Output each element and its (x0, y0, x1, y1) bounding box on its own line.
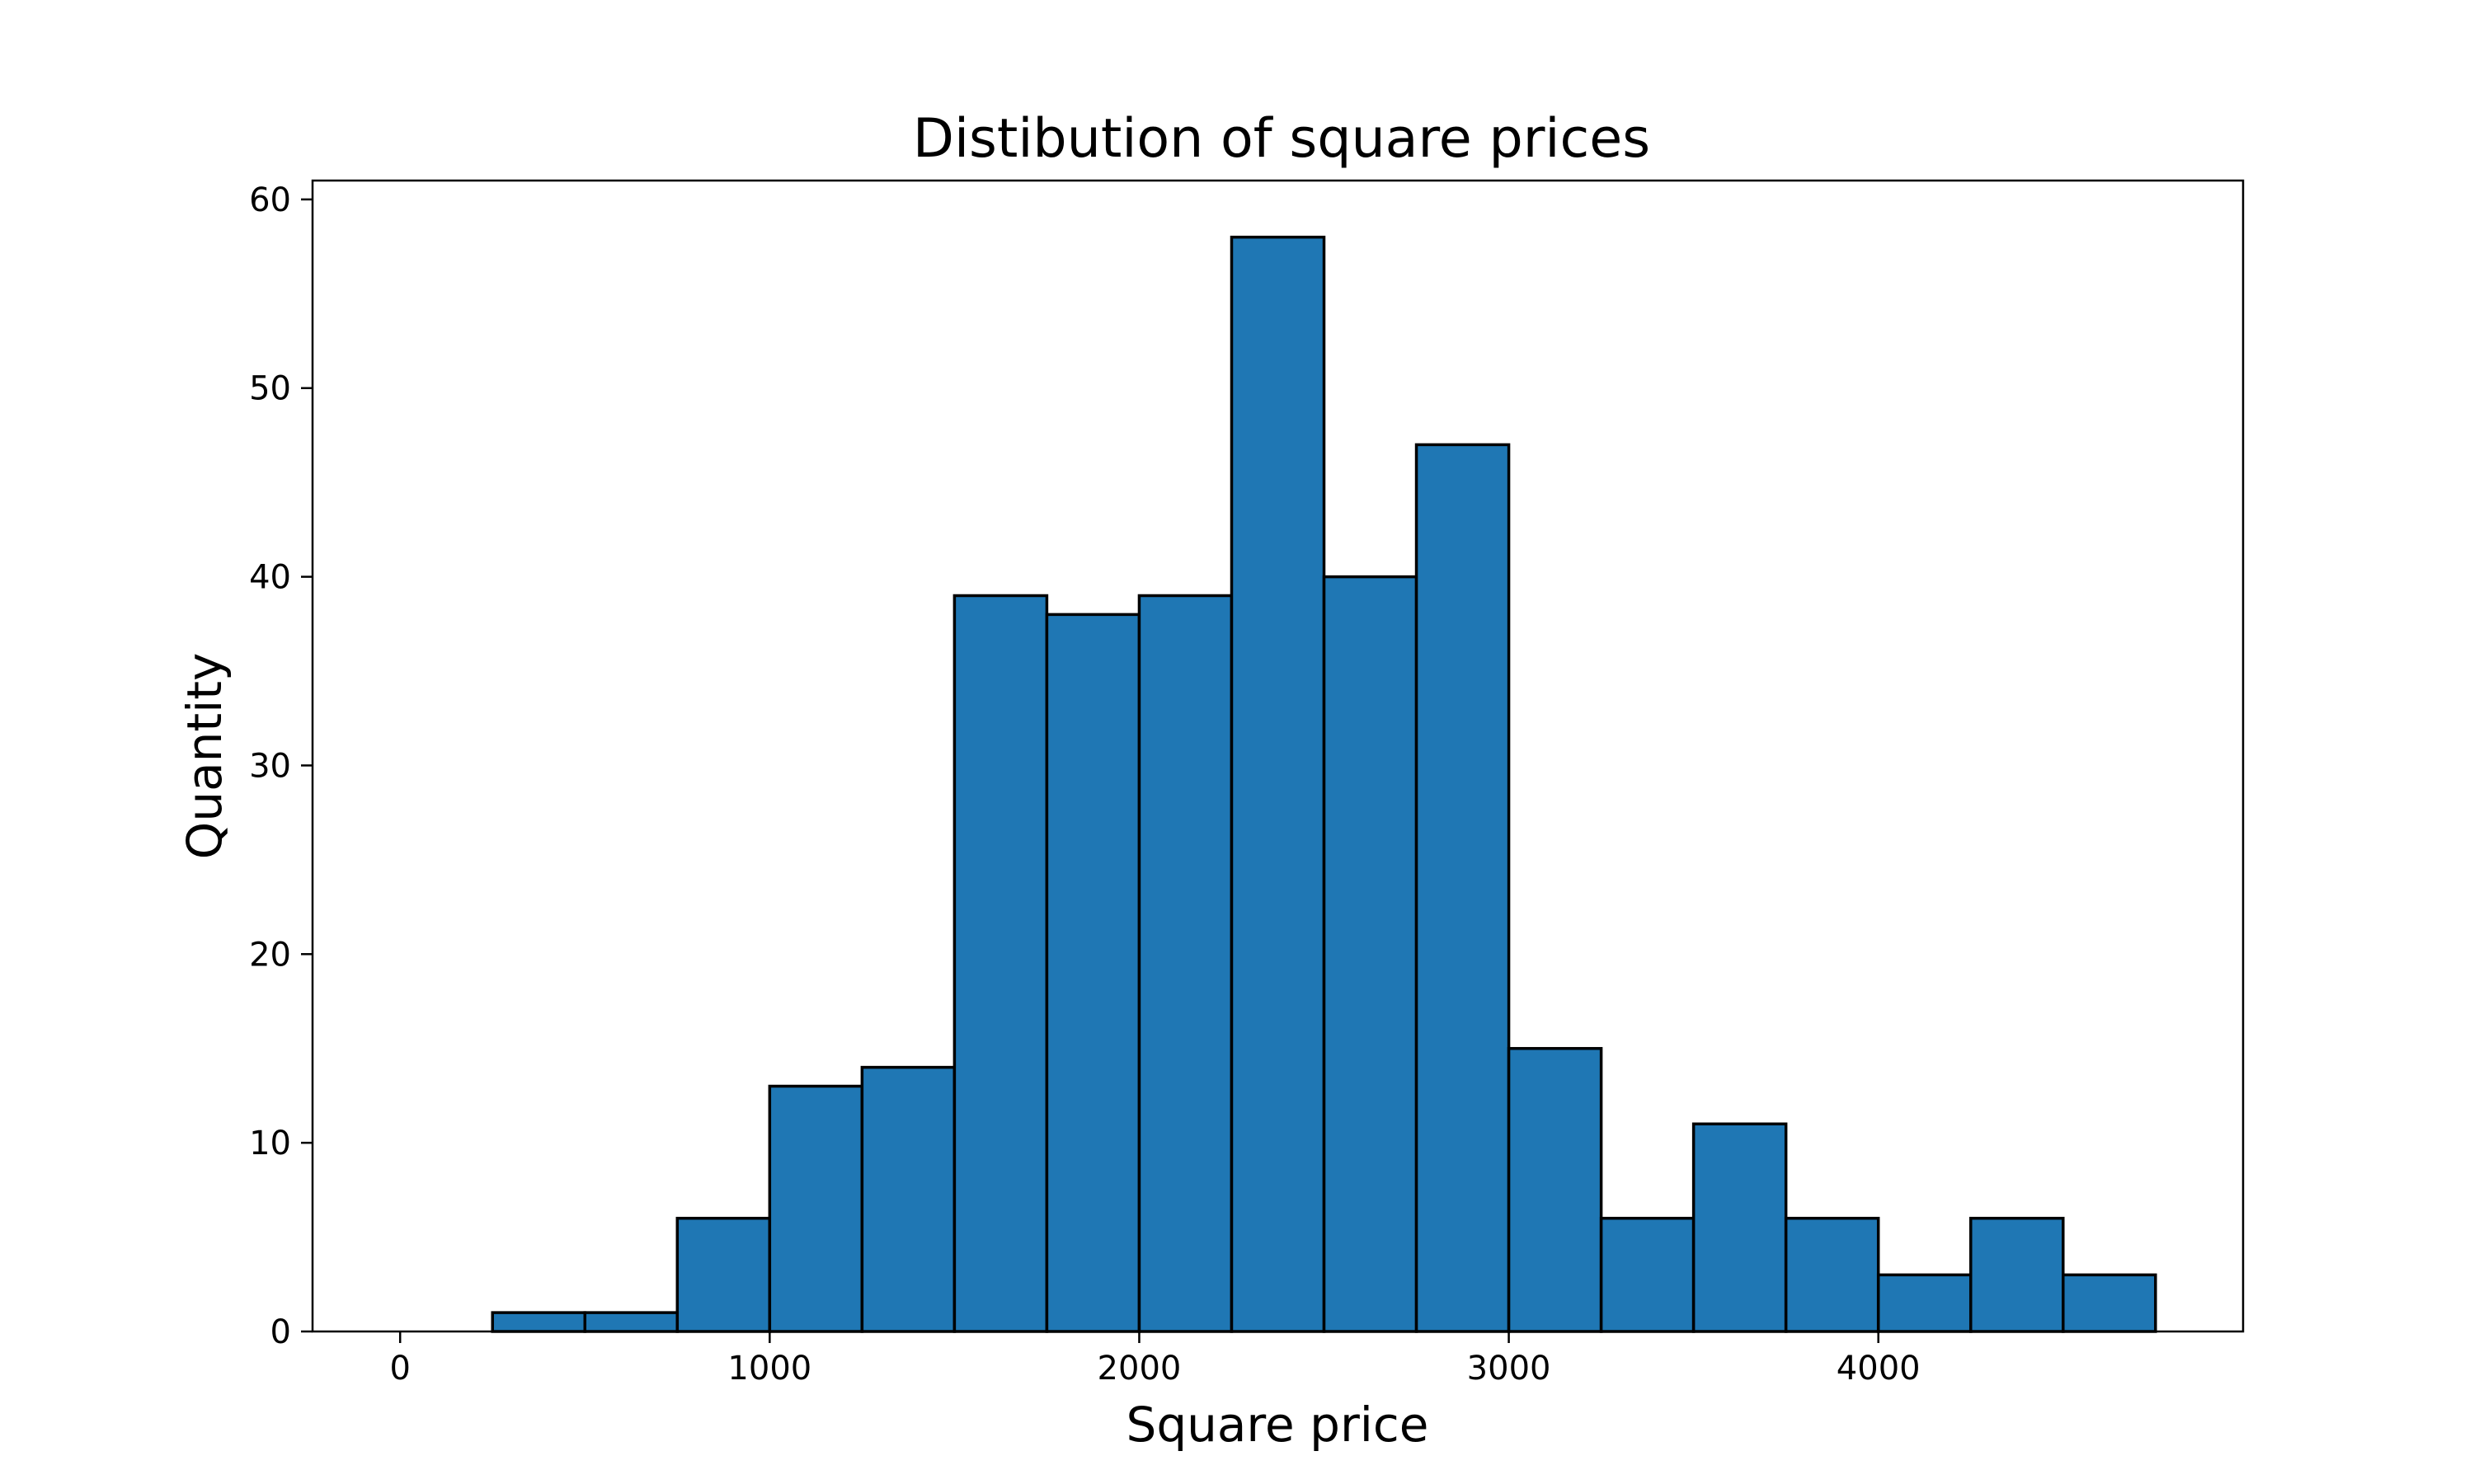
histogram-bar (1230, 235, 1326, 1333)
histogram-bar (1507, 1046, 1603, 1333)
x-tick-label: 3000 (1467, 1350, 1551, 1388)
plot-frame (311, 179, 2245, 1333)
x-tick-label: 1000 (727, 1350, 811, 1388)
x-axis-label: Square price (1126, 1397, 1429, 1453)
y-tick-label: 40 (249, 559, 291, 597)
histogram-bar (1045, 613, 1141, 1333)
y-tick-label: 60 (249, 181, 291, 219)
bars-group (491, 235, 2157, 1333)
y-tick-label: 10 (249, 1125, 291, 1162)
histogram-bar (1137, 594, 1234, 1333)
histogram-bar (952, 594, 1049, 1333)
histogram-bar (1414, 443, 1511, 1333)
histogram-bar (1784, 1216, 1880, 1333)
y-axis-ticks: 0 10 20 30 40 50 60 (249, 181, 313, 1351)
histogram-bar (491, 1311, 587, 1333)
histogram-bar (675, 1216, 772, 1333)
y-tick-label: 20 (249, 936, 291, 974)
y-tick-label: 50 (249, 370, 291, 408)
histogram-bar (1876, 1273, 1973, 1333)
histogram-bar (1599, 1216, 1696, 1333)
x-axis-ticks: 0 1000 2000 3000 4000 (389, 1331, 1921, 1388)
histogram-bar (1968, 1216, 2065, 1333)
histogram-bar (860, 1065, 957, 1333)
x-tick-label: 2000 (1098, 1350, 1182, 1388)
y-tick-label: 0 (270, 1313, 291, 1351)
y-tick-label: 30 (249, 747, 291, 785)
x-tick-label: 0 (389, 1350, 410, 1388)
x-tick-label: 4000 (1837, 1350, 1921, 1388)
histogram-bar (768, 1084, 864, 1333)
histogram-bar (1691, 1122, 1788, 1333)
chart-title: Distibution of square prices (913, 108, 1650, 170)
y-axis-label: Quantity (176, 653, 233, 860)
histogram-bar (1322, 575, 1418, 1333)
histogram-bar (2062, 1273, 2157, 1333)
histogram-bar (583, 1311, 680, 1333)
